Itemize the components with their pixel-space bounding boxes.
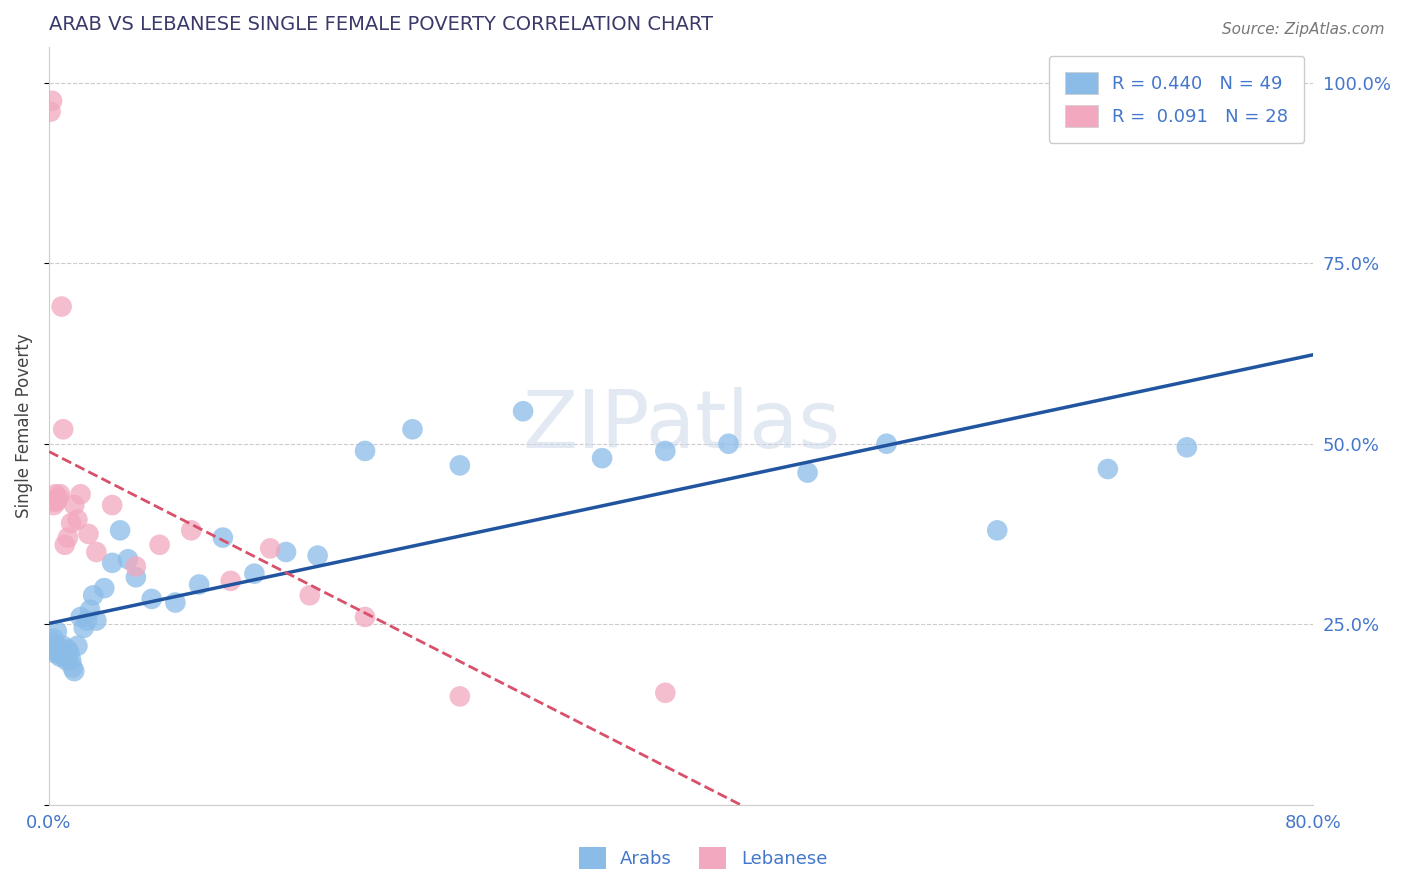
Point	[42, 494, 65, 508]
Text: ZIPatlas: ZIPatlas	[522, 386, 841, 465]
Point	[48, 491, 70, 505]
Point	[717, 436, 740, 450]
Point	[53, 649, 76, 664]
Point	[101, 498, 124, 512]
Point	[69, 610, 91, 624]
Point	[86, 545, 108, 559]
Point	[48, 646, 70, 660]
Point	[219, 574, 242, 588]
Point	[41, 94, 63, 108]
Point	[56, 642, 79, 657]
Point	[66, 512, 89, 526]
Point	[76, 614, 98, 628]
Point	[1175, 440, 1198, 454]
Legend: R = 0.440   N = 49, R =  0.091   N = 28: R = 0.440 N = 49, R = 0.091 N = 28	[1049, 55, 1305, 143]
Point	[63, 498, 86, 512]
Point	[401, 422, 423, 436]
Point	[654, 444, 676, 458]
Point	[77, 527, 100, 541]
Point	[82, 588, 104, 602]
Point	[60, 653, 83, 667]
Point	[243, 566, 266, 581]
Point	[52, 639, 75, 653]
Y-axis label: Single Female Poverty: Single Female Poverty	[15, 334, 32, 518]
Legend: Arabs, Lebanese: Arabs, Lebanese	[569, 838, 837, 879]
Point	[42, 632, 65, 646]
Point	[69, 487, 91, 501]
Point	[188, 577, 211, 591]
Point	[141, 591, 163, 606]
Point	[1097, 462, 1119, 476]
Point	[51, 300, 73, 314]
Point	[58, 646, 80, 660]
Point	[55, 653, 77, 667]
Point	[73, 621, 96, 635]
Point	[45, 494, 67, 508]
Point	[51, 642, 73, 657]
Point	[42, 642, 65, 657]
Point	[259, 541, 281, 556]
Point	[298, 588, 321, 602]
Point	[45, 624, 67, 639]
Point	[49, 649, 72, 664]
Point	[66, 639, 89, 653]
Point	[108, 524, 131, 538]
Point	[41, 635, 63, 649]
Point	[211, 531, 233, 545]
Point	[180, 524, 202, 538]
Point	[354, 444, 377, 458]
Text: Source: ZipAtlas.com: Source: ZipAtlas.com	[1222, 22, 1385, 37]
Point	[591, 451, 613, 466]
Point	[93, 581, 115, 595]
Point	[42, 498, 65, 512]
Point	[49, 487, 72, 501]
Point	[53, 538, 76, 552]
Point	[45, 639, 67, 653]
Point	[62, 660, 84, 674]
Point	[44, 646, 66, 660]
Point	[165, 595, 187, 609]
Point	[654, 686, 676, 700]
Point	[986, 524, 1008, 538]
Point	[307, 549, 329, 563]
Point	[796, 466, 818, 480]
Point	[449, 458, 471, 473]
Point	[876, 436, 898, 450]
Point	[149, 538, 172, 552]
Point	[52, 422, 75, 436]
Point	[354, 610, 377, 624]
Point	[125, 570, 148, 584]
Text: ARAB VS LEBANESE SINGLE FEMALE POVERTY CORRELATION CHART: ARAB VS LEBANESE SINGLE FEMALE POVERTY C…	[49, 15, 713, 34]
Point	[44, 487, 66, 501]
Point	[39, 104, 62, 119]
Point	[63, 664, 86, 678]
Point	[86, 614, 108, 628]
Point	[117, 552, 139, 566]
Point	[60, 516, 83, 530]
Point	[79, 603, 101, 617]
Point	[39, 642, 62, 657]
Point	[512, 404, 534, 418]
Point	[101, 556, 124, 570]
Point	[449, 690, 471, 704]
Point	[56, 531, 79, 545]
Point	[125, 559, 148, 574]
Point	[274, 545, 297, 559]
